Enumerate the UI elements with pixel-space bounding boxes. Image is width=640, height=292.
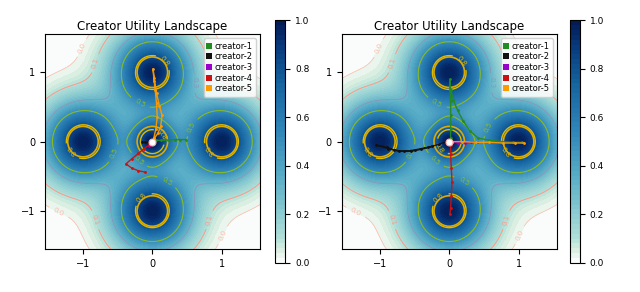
Legend: creator-1, creator-2, creator-3, creator-4, creator-5: creator-1, creator-2, creator-3, creator… bbox=[501, 38, 552, 97]
Title: Creator Utility Landscape: Creator Utility Landscape bbox=[77, 20, 227, 33]
Text: 0.8: 0.8 bbox=[65, 146, 76, 159]
Text: 0.0: 0.0 bbox=[218, 229, 228, 241]
Text: 0.0: 0.0 bbox=[239, 66, 252, 77]
Text: 0.1: 0.1 bbox=[388, 57, 397, 70]
Text: 0.8: 0.8 bbox=[157, 129, 168, 142]
Legend: creator-1, creator-2, creator-3, creator-4, creator-5: creator-1, creator-2, creator-3, creator… bbox=[204, 38, 256, 97]
Text: 0.8: 0.8 bbox=[434, 142, 445, 154]
Title: Creator Utility Landscape: Creator Utility Landscape bbox=[374, 20, 524, 33]
Text: 0.5: 0.5 bbox=[134, 98, 146, 109]
Text: 0.5: 0.5 bbox=[109, 147, 119, 160]
Text: 0.0: 0.0 bbox=[349, 207, 362, 217]
Text: 0.1: 0.1 bbox=[502, 57, 511, 70]
Text: 0.1: 0.1 bbox=[205, 57, 214, 70]
Text: 0.5: 0.5 bbox=[406, 147, 416, 160]
Text: 0.5: 0.5 bbox=[186, 121, 197, 134]
Text: 0.1: 0.1 bbox=[91, 213, 100, 226]
Text: 0.1: 0.1 bbox=[205, 213, 214, 226]
Text: 0.1: 0.1 bbox=[91, 57, 100, 70]
Text: 0.8: 0.8 bbox=[203, 146, 214, 159]
Text: 0.1: 0.1 bbox=[502, 213, 511, 226]
Text: 0.8: 0.8 bbox=[362, 146, 373, 159]
Text: 0.8: 0.8 bbox=[499, 146, 511, 159]
Text: 0.0: 0.0 bbox=[77, 42, 87, 55]
Text: 0.8: 0.8 bbox=[433, 192, 445, 204]
Text: 0.8: 0.8 bbox=[136, 192, 148, 204]
Text: 0.5: 0.5 bbox=[429, 154, 442, 166]
Text: 0.5: 0.5 bbox=[132, 154, 145, 166]
Text: 0.5: 0.5 bbox=[483, 121, 494, 134]
Text: 0.0: 0.0 bbox=[374, 42, 384, 55]
Text: 0.8: 0.8 bbox=[159, 55, 171, 67]
Text: 0.0: 0.0 bbox=[52, 207, 65, 217]
Text: 0.5: 0.5 bbox=[161, 176, 173, 187]
Text: 0.1: 0.1 bbox=[388, 213, 397, 226]
Text: 0.5: 0.5 bbox=[458, 176, 470, 187]
Text: 0.3: 0.3 bbox=[488, 77, 494, 88]
Text: 0.8: 0.8 bbox=[456, 55, 468, 67]
Text: 0.3: 0.3 bbox=[191, 77, 198, 88]
Text: 0.5: 0.5 bbox=[431, 98, 443, 109]
Text: 0.0: 0.0 bbox=[536, 66, 549, 77]
Text: 0.0: 0.0 bbox=[515, 229, 525, 241]
